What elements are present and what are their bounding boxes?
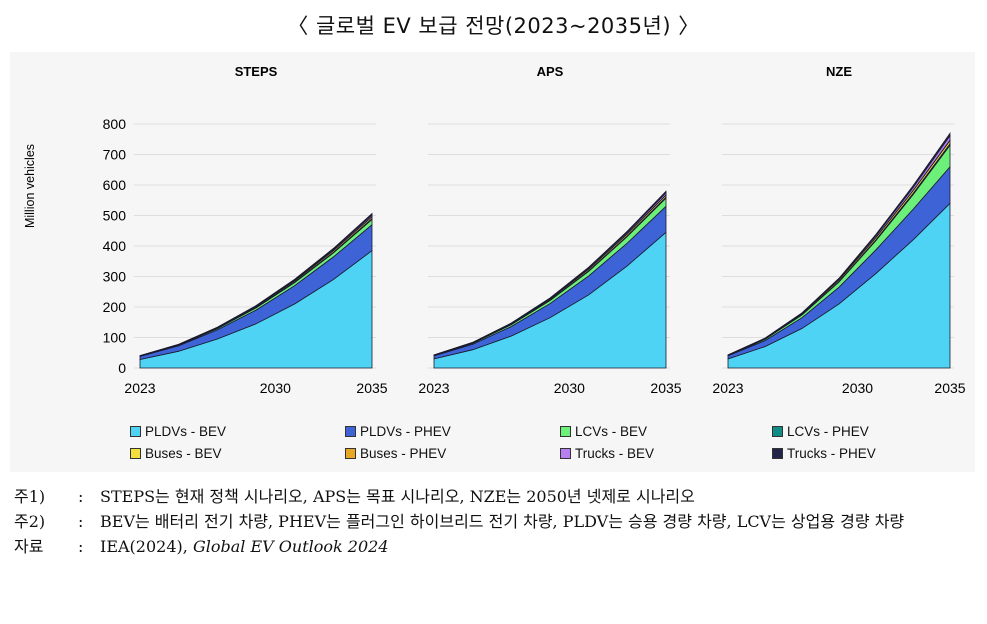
xtick-APS-2030: 2030	[554, 380, 585, 396]
panel-title-STEPS: STEPS	[235, 64, 278, 79]
xtick-APS-2023: 2023	[418, 380, 449, 396]
xtick-STEPS-2023: 2023	[124, 380, 155, 396]
ytick-300: 300	[103, 269, 127, 285]
source-text: IEA(2024), Global EV Outlook 2024	[100, 534, 979, 559]
note-1-colon: :	[78, 487, 84, 506]
note-2-colon: :	[78, 512, 84, 531]
source-colon: :	[78, 537, 84, 556]
xtick-NZE-2023: 2023	[712, 380, 743, 396]
note-2-text: BEV는 배터리 전기 차량, PHEV는 플러그인 하이브리드 전기 차량, …	[100, 512, 905, 531]
ytick-100: 100	[103, 330, 127, 346]
ytick-0: 0	[118, 360, 126, 376]
chart-background	[10, 52, 975, 472]
source-key: 자료	[14, 537, 44, 556]
y-axis-label: Million vehicles	[23, 144, 37, 228]
xtick-NZE-2035: 2035	[934, 380, 965, 396]
source-row: 자료 : IEA(2024), Global EV Outlook 2024	[14, 534, 979, 559]
ytick-500: 500	[103, 208, 127, 224]
xtick-STEPS-2035: 2035	[356, 380, 387, 396]
source-italic: Global EV Outlook 2024	[192, 537, 389, 556]
ytick-700: 700	[103, 147, 127, 163]
panel-title-NZE: NZE	[826, 64, 852, 79]
area-APS-7	[433, 190, 667, 356]
panel-title-APS: APS	[537, 64, 564, 79]
note-1-key: 주1)	[14, 487, 46, 506]
xtick-STEPS-2030: 2030	[260, 380, 291, 396]
ytick-800: 800	[103, 116, 127, 132]
area-STEPS-7	[139, 212, 373, 356]
figure-title: 〈 글로벌 EV 보급 전망(2023~2035년) 〉	[287, 14, 700, 38]
ytick-400: 400	[103, 238, 127, 254]
source-plain: IEA(2024),	[100, 537, 193, 556]
xtick-NZE-2030: 2030	[842, 380, 873, 396]
area-NZE-7	[727, 131, 951, 356]
note-1: 주1) : STEPS는 현재 정책 시나리오, APS는 목표 시나리오, N…	[14, 484, 979, 509]
note-2-key: 주2)	[14, 512, 46, 531]
ytick-200: 200	[103, 299, 127, 315]
ytick-600: 600	[103, 177, 127, 193]
note-2: 주2) : BEV는 배터리 전기 차량, PHEV는 플러그인 하이브리드 전…	[14, 509, 979, 534]
xtick-APS-2035: 2035	[650, 380, 681, 396]
footnotes: 주1) : STEPS는 현재 정책 시나리오, APS는 목표 시나리오, N…	[14, 484, 979, 559]
note-1-text: STEPS는 현재 정책 시나리오, APS는 목표 시나리오, NZE는 20…	[100, 487, 695, 506]
